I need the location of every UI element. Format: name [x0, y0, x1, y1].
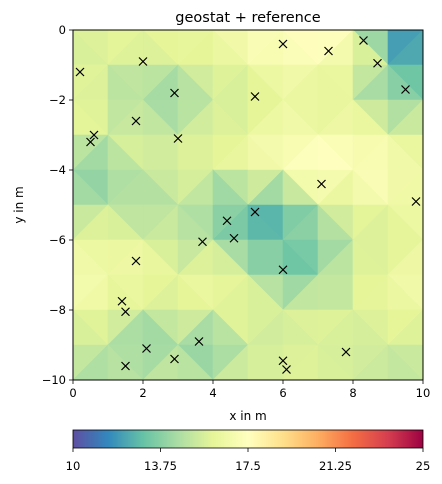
reference-point-marker — [198, 237, 207, 247]
field-cell — [247, 344, 284, 380]
colorbar-tick-label: 13.75 — [144, 459, 177, 473]
reference-point-marker — [170, 88, 179, 98]
reference-point-marker — [222, 216, 232, 226]
reference-point-marker — [250, 207, 260, 217]
colorbar-tick-label: 25 — [416, 459, 431, 473]
x-axis-label: x in m — [229, 409, 266, 423]
y-tick-label: −8 — [49, 303, 66, 317]
reference-point-marker — [317, 179, 326, 189]
y-tick-label: −2 — [49, 93, 66, 107]
x-tick-label: 4 — [209, 386, 216, 400]
reference-point-marker — [117, 296, 127, 306]
chart-title: geostat + reference — [175, 10, 320, 26]
reference-point-marker — [341, 347, 351, 357]
x-tick-label: 8 — [349, 386, 356, 400]
reference-point-marker — [131, 116, 141, 126]
reference-point-marker — [278, 356, 288, 366]
x-tick-label: 6 — [279, 386, 286, 400]
x-tick-label: 0 — [69, 386, 76, 400]
reference-point-marker — [170, 354, 179, 364]
x-tick-label: 10 — [416, 386, 431, 400]
y-tick-label: 0 — [59, 23, 66, 37]
reference-point-marker — [89, 130, 99, 140]
colorbar-tick-label: 17.5 — [235, 459, 261, 473]
reference-point-marker — [401, 85, 410, 94]
colorbar-tick-label: 10 — [66, 459, 81, 473]
reference-point-marker — [142, 344, 151, 353]
field-cell — [107, 344, 144, 380]
reference-point-marker — [282, 365, 291, 374]
reference-point-marker — [194, 337, 204, 346]
reference-point-marker — [278, 39, 288, 49]
field-layer — [73, 30, 423, 380]
colorbar-ticks: 10 13.75 17.5 21.25 25 — [66, 448, 431, 473]
x-axis-ticks: 0 2 4 6 8 10 — [69, 380, 430, 400]
reference-point-marker — [131, 256, 141, 266]
reference-point-marker — [173, 134, 183, 143]
reference-point-marker — [138, 57, 148, 66]
reference-point-marker — [411, 197, 421, 206]
colorbar-tick-label: 21.25 — [319, 459, 352, 473]
plot-frame — [72, 29, 424, 381]
y-axis-ticks: 0 −2 −4 −6 −8 −10 — [42, 23, 73, 387]
reference-point-layer — [75, 36, 421, 374]
field-cell — [317, 344, 354, 380]
field-cell — [387, 344, 423, 380]
y-tick-label: −10 — [42, 373, 66, 387]
reference-point-marker — [324, 46, 333, 56]
reference-point-marker — [121, 361, 130, 371]
reference-point-marker — [229, 233, 239, 243]
x-tick-label: 2 — [139, 386, 146, 400]
reference-point-marker — [75, 67, 85, 77]
reference-point-marker — [121, 307, 130, 317]
reference-point-marker — [250, 92, 260, 101]
reference-point-marker — [373, 58, 382, 68]
colorbar — [72, 429, 424, 449]
reference-point-marker — [86, 137, 95, 147]
y-tick-label: −4 — [49, 163, 66, 177]
y-axis-label: y in m — [12, 186, 26, 223]
reference-point-marker — [359, 36, 368, 45]
reference-point-marker — [278, 265, 288, 275]
y-tick-label: −6 — [49, 233, 66, 247]
